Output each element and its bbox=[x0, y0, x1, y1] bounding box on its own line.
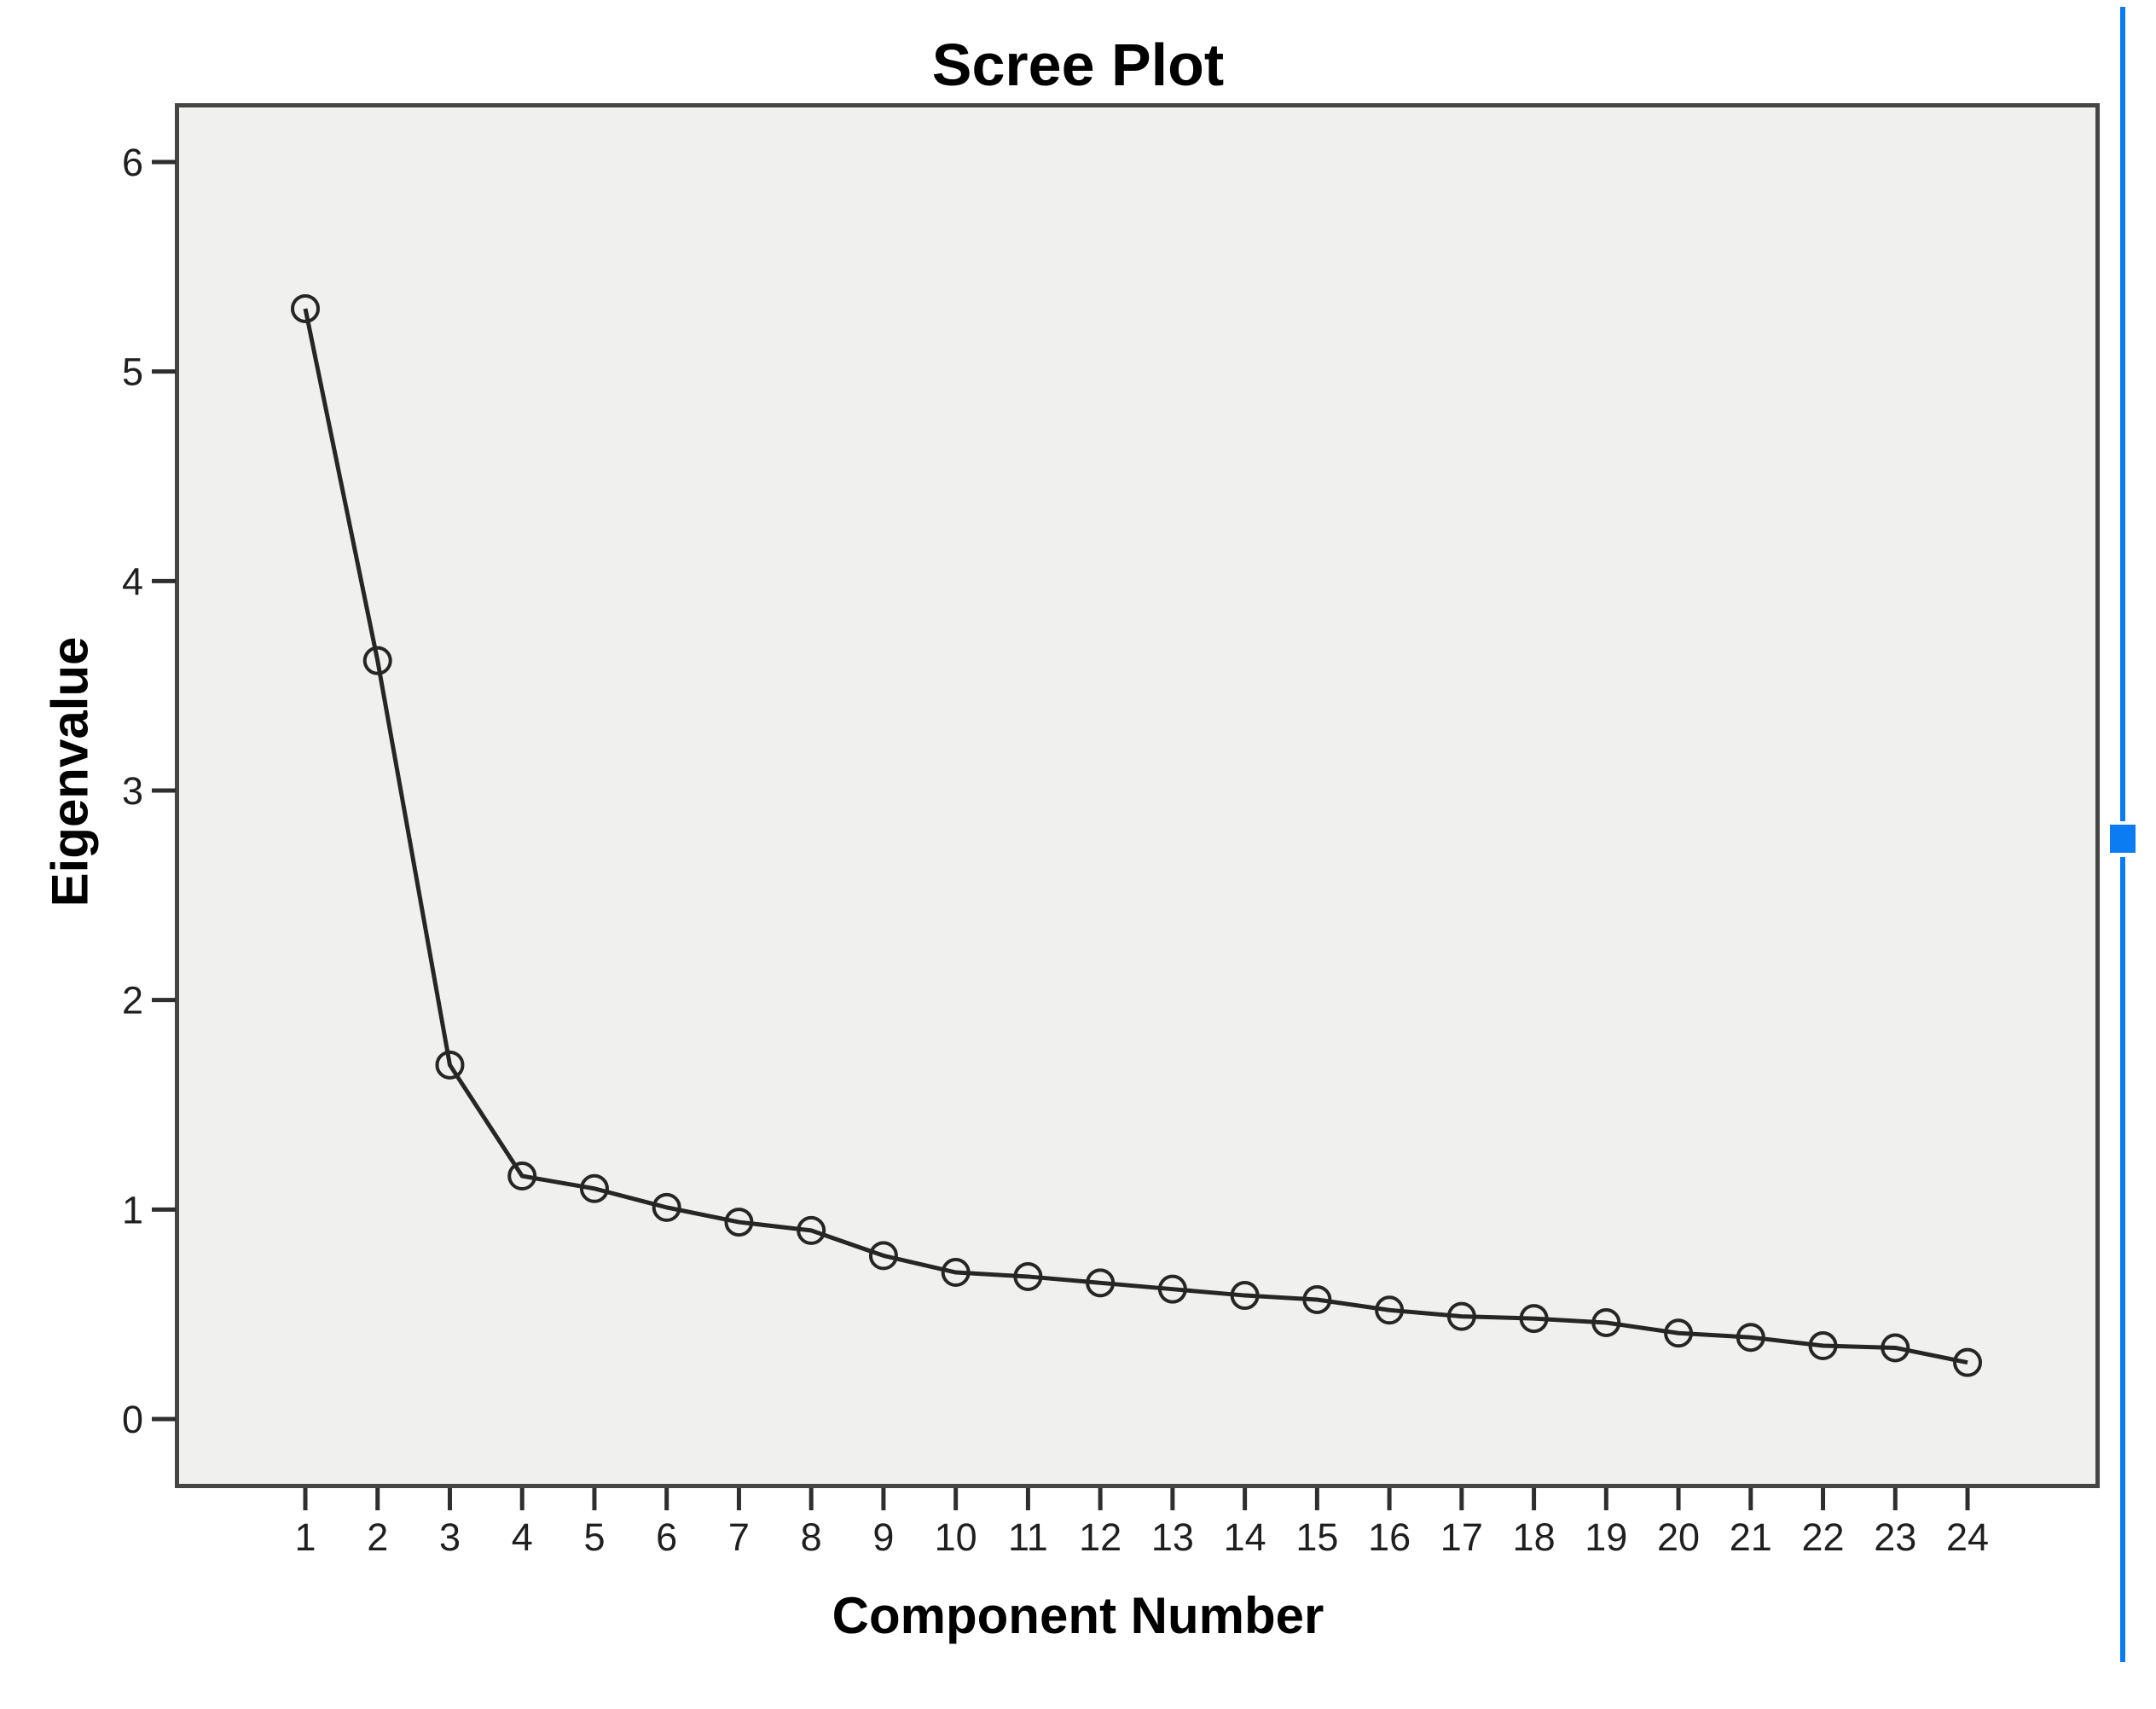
x-tick-label: 24 bbox=[1946, 1515, 1989, 1559]
x-tick-label: 20 bbox=[1657, 1515, 1700, 1559]
scrollbar-track[interactable] bbox=[2120, 7, 2125, 821]
scrollbar-track[interactable] bbox=[2120, 857, 2125, 1662]
scrollbar-handle[interactable] bbox=[2110, 825, 2136, 853]
x-tick-label: 17 bbox=[1440, 1515, 1483, 1559]
x-tick-label: 6 bbox=[656, 1515, 677, 1559]
x-tick-label: 19 bbox=[1585, 1515, 1627, 1559]
x-tick-label: 12 bbox=[1079, 1515, 1121, 1559]
x-tick-label: 23 bbox=[1874, 1515, 1916, 1559]
chart-title: Scree Plot bbox=[931, 32, 1225, 98]
y-tick-label: 0 bbox=[122, 1398, 143, 1441]
x-tick-label: 22 bbox=[1802, 1515, 1845, 1559]
x-tick-label: 10 bbox=[935, 1515, 977, 1559]
x-tick-label: 9 bbox=[872, 1515, 894, 1559]
x-tick-label: 16 bbox=[1368, 1515, 1411, 1559]
x-axis-title: Component Number bbox=[832, 1587, 1324, 1644]
y-tick-label: 1 bbox=[122, 1188, 143, 1231]
x-tick-label: 21 bbox=[1730, 1515, 1772, 1559]
y-tick-label: 5 bbox=[122, 350, 143, 394]
x-tick-label: 7 bbox=[728, 1515, 750, 1559]
x-tick-label: 1 bbox=[294, 1515, 316, 1559]
y-tick-label: 3 bbox=[122, 769, 143, 813]
x-tick-label: 2 bbox=[367, 1515, 388, 1559]
x-tick-label: 15 bbox=[1295, 1515, 1338, 1559]
x-tick-label: 3 bbox=[439, 1515, 461, 1559]
x-tick-label: 11 bbox=[1008, 1515, 1048, 1559]
y-axis-title: Eigenvalue bbox=[41, 636, 99, 907]
x-tick-label: 18 bbox=[1513, 1515, 1556, 1559]
y-tick-label: 2 bbox=[122, 979, 143, 1023]
y-tick-label: 4 bbox=[122, 559, 143, 603]
x-tick-label: 13 bbox=[1151, 1515, 1194, 1559]
plot-area bbox=[175, 103, 2100, 1488]
y-tick-label: 6 bbox=[122, 141, 143, 184]
x-tick-label: 5 bbox=[583, 1515, 605, 1559]
x-tick-label: 14 bbox=[1224, 1515, 1266, 1559]
x-tick-label: 4 bbox=[512, 1515, 533, 1559]
x-tick-label: 8 bbox=[801, 1515, 822, 1559]
